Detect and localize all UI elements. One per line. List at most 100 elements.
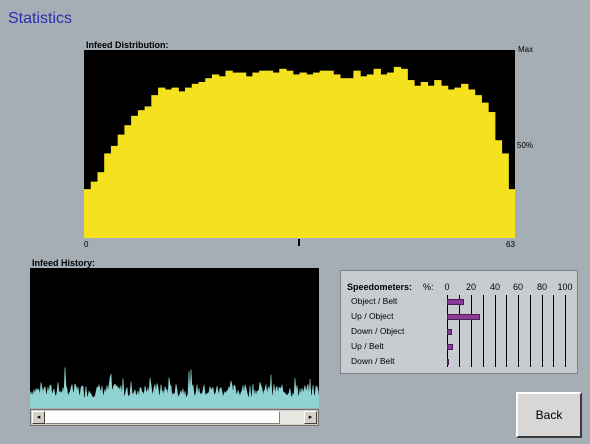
- distribution-bar: [474, 95, 482, 238]
- back-button[interactable]: Back: [516, 392, 582, 438]
- distribution-bar: [427, 85, 435, 238]
- tick-label: 40: [489, 282, 501, 292]
- distribution-bar: [218, 76, 227, 238]
- distribution-bar: [306, 74, 314, 238]
- distribution-label: Infeed Distribution:: [86, 40, 169, 50]
- distribution-bar: [461, 83, 469, 238]
- distribution-bar: [481, 102, 489, 238]
- distribution-bar: [319, 70, 328, 238]
- distribution-bar: [185, 87, 193, 238]
- distribution-bar: [494, 140, 503, 238]
- distribution-bar: [292, 74, 301, 238]
- grid-line: [530, 295, 531, 367]
- history-scrollbar[interactable]: ◂ ▸: [30, 409, 319, 426]
- distribution-bar: [353, 70, 361, 238]
- grid-line: [459, 295, 460, 367]
- distribution-bar: [387, 72, 395, 238]
- distribution-bar: [198, 81, 206, 238]
- speedometer-bar-object-belt: [447, 299, 464, 305]
- max-label: Max: [518, 45, 534, 54]
- scroll-right-button[interactable]: ▸: [304, 411, 317, 424]
- distribution-bar: [171, 87, 179, 238]
- half-label: 50%: [517, 141, 534, 150]
- distribution-bar: [225, 70, 233, 238]
- distribution-bar: [501, 153, 509, 238]
- distribution-bar: [407, 80, 415, 238]
- speedometers-panel: Speedometers: %: 0 20 40 60 80 100 Objec…: [340, 270, 578, 374]
- distribution-bar: [144, 106, 152, 238]
- scroll-thumb[interactable]: [45, 411, 280, 424]
- grid-line: [483, 295, 484, 367]
- speedometer-bar-up-object: [447, 314, 481, 320]
- grid-line: [565, 295, 566, 367]
- tick-label: 60: [512, 282, 524, 292]
- distribution-bar: [366, 74, 375, 238]
- x-start-label: 0: [84, 240, 89, 249]
- distribution-bar: [488, 112, 496, 238]
- distribution-bar: [245, 76, 253, 238]
- history-label: Infeed History:: [32, 258, 96, 268]
- speedometer-label-up-object: Up / Object: [351, 311, 394, 321]
- distribution-bar: [137, 110, 146, 238]
- infeed-history-chart: [30, 268, 319, 408]
- distribution-bar: [454, 87, 462, 238]
- speedometer-label-up-belt: Up / Belt: [351, 341, 384, 351]
- speedometer-bar-down-object: [447, 329, 452, 335]
- distribution-bar: [380, 74, 388, 238]
- distribution-bar: [238, 72, 247, 238]
- distribution-bar: [90, 181, 99, 238]
- speedometer-label-down-belt: Down / Belt: [351, 356, 395, 366]
- distribution-bar: [400, 68, 408, 238]
- distribution-bar: [360, 76, 368, 238]
- distribution-bar: [333, 74, 341, 238]
- distribution-bar: [279, 68, 287, 238]
- speedometer-label-object-belt: Object / Belt: [351, 296, 398, 306]
- distribution-bar: [84, 189, 92, 238]
- distribution-svg: [84, 66, 515, 238]
- history-trace: [30, 367, 319, 408]
- grid-line: [542, 295, 543, 367]
- distribution-bar: [373, 68, 381, 238]
- distribution-bar: [346, 78, 354, 238]
- distribution-bar: [252, 72, 260, 238]
- distribution-bar: [131, 115, 139, 238]
- grid-line: [553, 295, 554, 367]
- distribution-bar: [191, 83, 200, 238]
- distribution-bar: [467, 89, 476, 238]
- distribution-bar: [259, 70, 267, 238]
- center-tick: [298, 239, 300, 246]
- distribution-bar: [413, 85, 422, 238]
- distribution-bar: [232, 72, 240, 238]
- grid-line: [471, 295, 472, 367]
- distribution-bar: [178, 91, 186, 238]
- speedometers-pct-label: %:: [423, 282, 434, 292]
- distribution-bar: [420, 81, 429, 238]
- tick-label: 80: [536, 282, 548, 292]
- distribution-bar: [434, 80, 442, 238]
- speedometers-title: Speedometers:: [347, 282, 413, 292]
- distribution-bar: [124, 125, 132, 238]
- tick-label: 20: [465, 282, 477, 292]
- x-end-label: 63: [506, 240, 515, 249]
- history-svg: [30, 367, 319, 408]
- distribution-bar: [110, 145, 119, 238]
- scroll-left-button[interactable]: ◂: [32, 411, 45, 424]
- distribution-bar: [393, 66, 402, 238]
- infeed-distribution-chart: [84, 50, 515, 238]
- distribution-bar: [440, 85, 449, 238]
- distribution-bar: [286, 70, 294, 238]
- scroll-track[interactable]: [45, 411, 304, 424]
- distribution-bar: [339, 78, 348, 238]
- speedometer-label-down-object: Down / Object: [351, 326, 405, 336]
- distribution-bar: [211, 74, 220, 238]
- tick-label: 100: [557, 282, 573, 292]
- grid-line: [506, 295, 507, 367]
- distribution-bar: [265, 70, 274, 238]
- distribution-bar: [447, 89, 455, 238]
- distribution-bar: [312, 72, 321, 238]
- distribution-bar: [151, 95, 159, 238]
- speedometer-bar-down-belt: [447, 359, 449, 365]
- distribution-bar: [158, 87, 166, 238]
- distribution-bar: [508, 189, 515, 238]
- distribution-bar: [104, 153, 112, 238]
